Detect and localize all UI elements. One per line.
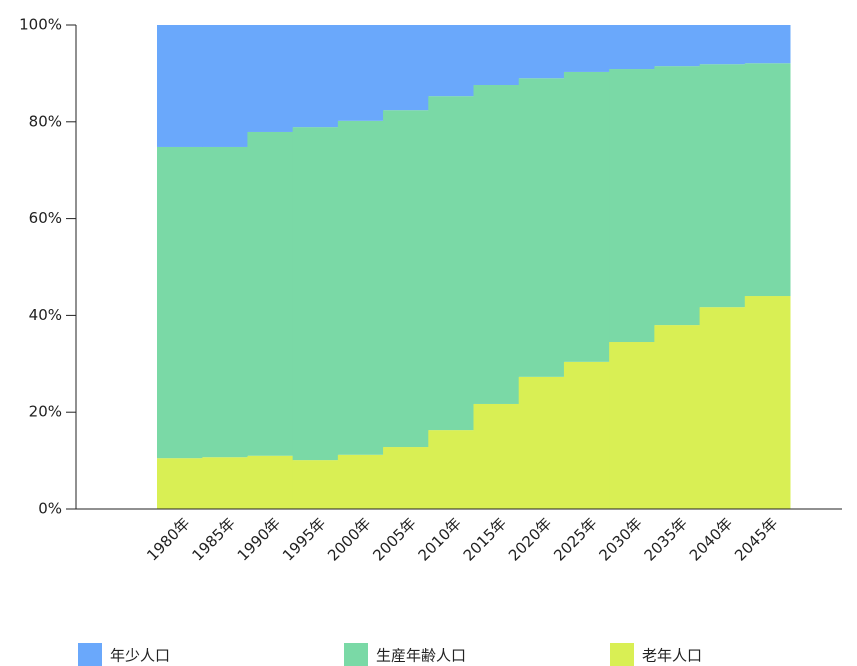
area-step bbox=[518, 376, 565, 509]
area-step bbox=[157, 458, 203, 509]
area-step bbox=[383, 25, 429, 111]
x-tick-label: 2025年 bbox=[550, 514, 600, 564]
area-step bbox=[563, 361, 610, 509]
y-tick-label: 100% bbox=[19, 16, 62, 34]
area-step bbox=[292, 460, 339, 509]
legend-swatch bbox=[78, 643, 102, 666]
x-tick-label: 2020年 bbox=[505, 514, 555, 564]
legend-label: 生産年齢人口 bbox=[376, 647, 466, 665]
x-tick-label: 1980年 bbox=[143, 514, 193, 564]
x-tick-label: 2040年 bbox=[686, 514, 736, 564]
area-step bbox=[292, 127, 339, 461]
area-step bbox=[157, 146, 203, 459]
y-tick-label: 0% bbox=[38, 500, 62, 518]
area-step bbox=[609, 69, 655, 343]
x-tick-label: 2005年 bbox=[369, 514, 419, 564]
area-step bbox=[473, 85, 520, 404]
area-step bbox=[654, 66, 701, 326]
area-step bbox=[247, 131, 294, 456]
area-step bbox=[337, 454, 384, 509]
area-step bbox=[473, 25, 520, 86]
area-step bbox=[292, 25, 339, 128]
area-step bbox=[428, 430, 474, 509]
area-step bbox=[428, 25, 474, 97]
area-step bbox=[699, 25, 746, 65]
area-step bbox=[744, 296, 791, 509]
legend-label: 老年人口 bbox=[642, 647, 702, 665]
x-tick-label: 2015年 bbox=[460, 514, 510, 564]
area-step bbox=[654, 25, 701, 67]
area-step bbox=[202, 25, 248, 147]
y-tick-label: 40% bbox=[29, 306, 62, 324]
area-step bbox=[518, 78, 565, 377]
x-tick-label: 1990年 bbox=[234, 514, 284, 564]
legend-swatch bbox=[344, 643, 368, 666]
area-step bbox=[609, 25, 655, 70]
x-tick-label: 2000年 bbox=[324, 514, 374, 564]
area-step bbox=[744, 63, 791, 297]
legend-label: 年少人口 bbox=[110, 647, 170, 665]
area-step bbox=[337, 120, 384, 455]
x-tick-label: 1995年 bbox=[279, 514, 329, 564]
area-step bbox=[247, 25, 294, 132]
area-step bbox=[337, 25, 384, 121]
area-step bbox=[699, 307, 746, 509]
area-step bbox=[518, 25, 565, 79]
area-step bbox=[383, 447, 429, 509]
area-step bbox=[428, 96, 474, 431]
area-step bbox=[157, 25, 203, 147]
x-tick-label: 2010年 bbox=[415, 514, 465, 564]
area-step bbox=[699, 64, 746, 308]
area-step bbox=[654, 325, 701, 509]
area-step bbox=[563, 71, 610, 362]
area-step bbox=[473, 403, 520, 509]
x-tick-label: 2030年 bbox=[595, 514, 645, 564]
x-tick-label: 1985年 bbox=[188, 514, 238, 564]
area-step bbox=[563, 25, 610, 72]
area-step bbox=[202, 146, 248, 458]
x-tick-label: 2045年 bbox=[731, 514, 781, 564]
area-step bbox=[202, 457, 248, 509]
area-step bbox=[744, 25, 791, 64]
area-step bbox=[609, 342, 655, 509]
y-tick-label: 60% bbox=[29, 209, 62, 227]
x-tick-label: 2035年 bbox=[641, 514, 691, 564]
legend-swatch bbox=[610, 643, 634, 666]
area-step bbox=[247, 455, 294, 509]
area-step bbox=[383, 110, 429, 448]
y-tick-label: 80% bbox=[29, 112, 62, 130]
y-tick-label: 20% bbox=[29, 403, 62, 421]
